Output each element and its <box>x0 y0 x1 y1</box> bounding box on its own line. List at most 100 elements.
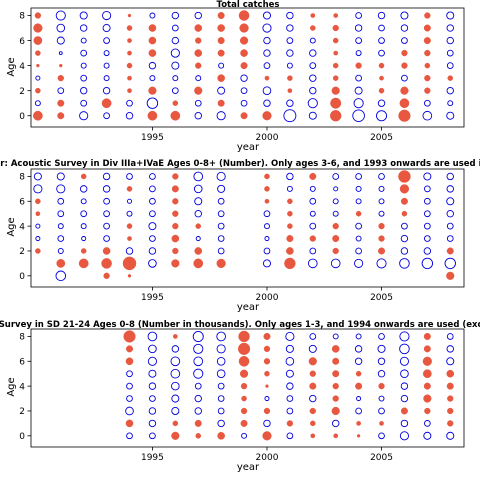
bubble-negative <box>286 395 294 402</box>
bubble-negative <box>103 37 110 44</box>
bubble-negative <box>377 99 386 107</box>
bubble-negative <box>193 171 204 182</box>
bubble-negative <box>378 37 385 44</box>
bubble-negative <box>149 210 156 218</box>
bubble-negative <box>194 112 202 120</box>
bubble-negative <box>80 99 88 107</box>
bubble-positive <box>127 88 132 93</box>
bubble-negative <box>446 111 455 120</box>
bubble-negative <box>127 198 133 204</box>
bubble-positive <box>287 223 293 229</box>
bubble-negative <box>216 356 226 366</box>
y-tick-label: 6 <box>19 37 25 47</box>
bubble-positive <box>57 112 65 120</box>
x-tick-label: 1995 <box>141 453 164 463</box>
bubble-positive <box>263 332 271 340</box>
bubble-negative <box>400 419 409 428</box>
bubble-positive <box>424 49 431 57</box>
bubble-positive <box>309 172 317 180</box>
bubble-negative <box>103 235 110 242</box>
bubble-positive <box>195 433 202 439</box>
bubble-positive <box>172 420 179 427</box>
bubble-positive <box>35 50 41 56</box>
bubble-negative <box>103 62 110 69</box>
bubble-positive <box>424 12 431 19</box>
bubble-negative <box>444 257 456 270</box>
bubble-negative <box>377 11 386 20</box>
bubble-negative <box>446 86 454 95</box>
bubble-positive <box>263 358 271 365</box>
bubble-positive <box>194 419 202 427</box>
bubble-negative <box>55 270 67 282</box>
bubble-negative <box>103 222 110 230</box>
bubble-negative <box>171 345 180 353</box>
bubble-negative <box>286 432 294 440</box>
bubble-negative <box>194 407 202 415</box>
bubble-negative <box>149 432 156 440</box>
bubble-negative <box>286 185 293 192</box>
bubble-negative <box>378 210 385 217</box>
bubble-positive <box>332 37 339 44</box>
bubble-positive <box>147 110 158 121</box>
bubble-positive <box>378 222 385 230</box>
bubble-negative <box>446 235 454 242</box>
bubble-negative <box>217 419 225 428</box>
y-tick-label: 6 <box>19 357 25 367</box>
bubble-negative <box>216 171 226 182</box>
bubble-negative <box>79 86 88 95</box>
bubble-negative <box>148 382 157 390</box>
bubble-negative <box>148 247 157 255</box>
bubble-negative <box>218 62 225 69</box>
bubble-negative <box>446 11 455 20</box>
bubble-negative <box>307 258 318 269</box>
bubble-positive <box>264 198 270 204</box>
bubble-positive <box>264 186 270 192</box>
bubble-positive <box>355 210 362 217</box>
bubble-negative <box>194 11 202 20</box>
bubble-positive <box>264 370 270 377</box>
bubble-negative <box>399 331 410 342</box>
bubble-negative <box>171 406 180 415</box>
bubble-negative <box>35 236 41 242</box>
bubble-negative <box>378 407 385 415</box>
bubble-negative <box>146 97 159 109</box>
bubble-positive <box>287 88 293 93</box>
bubble-positive <box>287 198 293 205</box>
bubble-negative <box>56 23 66 33</box>
bubble-positive <box>356 421 361 426</box>
bubble-negative <box>148 369 157 378</box>
bubble-negative <box>423 185 431 193</box>
x-tick-label: 2000 <box>256 293 279 303</box>
bubble-negative <box>263 36 271 45</box>
bubble-positive <box>378 382 385 390</box>
bubble-positive <box>398 109 411 122</box>
bubble-negative <box>149 75 156 82</box>
bubble-positive <box>265 384 269 388</box>
bubble-positive <box>102 247 111 255</box>
bubble-negative <box>423 222 431 230</box>
bubble-negative <box>103 50 110 57</box>
bubble-negative <box>423 420 431 427</box>
bubble-negative <box>286 49 294 57</box>
bubble-positive <box>239 36 249 45</box>
bubble-negative <box>423 172 432 181</box>
bubble-negative <box>79 24 88 32</box>
y-axis-label: Age <box>6 57 17 76</box>
y-tick-label: 8 <box>19 173 25 183</box>
bubble-negative <box>399 356 409 366</box>
bubble-positive <box>239 23 249 33</box>
bubble-positive <box>193 258 204 269</box>
bubble-negative <box>126 370 133 378</box>
bubble-positive <box>331 406 340 416</box>
bubble-positive <box>423 24 431 32</box>
bubble-negative <box>126 210 133 217</box>
bubble-negative <box>355 173 362 180</box>
bubble-negative <box>216 111 226 121</box>
bubble-positive <box>263 345 271 353</box>
bubble-positive <box>398 170 411 183</box>
x-axis-label: year <box>237 302 260 313</box>
bubble-negative <box>102 172 111 181</box>
bubble-negative <box>355 247 362 255</box>
bubble-negative <box>148 259 157 268</box>
